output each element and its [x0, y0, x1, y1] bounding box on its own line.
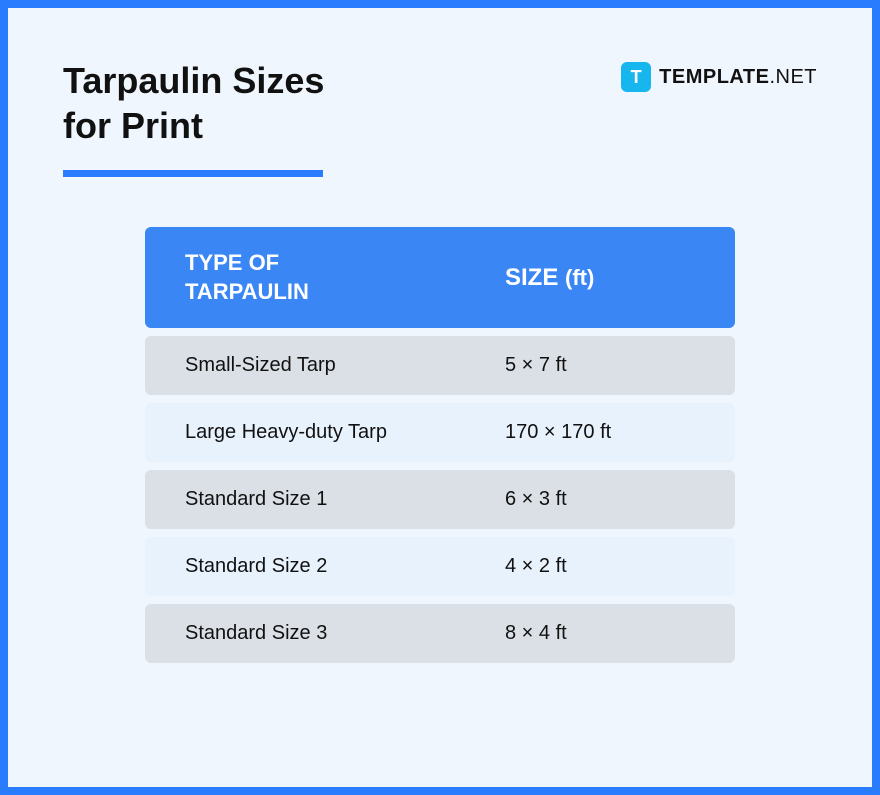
cell-type: Standard Size 1: [185, 488, 505, 511]
table-row: Small-Sized Tarp 5 × 7 ft: [145, 336, 735, 395]
brand-icon: T: [621, 62, 651, 92]
cell-type: Small-Sized Tarp: [185, 354, 505, 377]
col-header-type: TYPE OF TARPAULIN: [185, 249, 505, 306]
cell-size: 6 × 3 ft: [505, 488, 705, 511]
brand-name-light: .NET: [769, 66, 817, 88]
cell-type: Large Heavy-duty Tarp: [185, 421, 505, 444]
col-header-size: SIZE (ft): [505, 264, 705, 292]
table-row: Standard Size 1 6 × 3 ft: [145, 470, 735, 529]
table-row: Standard Size 3 8 × 4 ft: [145, 604, 735, 663]
brand-text: TEMPLATE.NET: [659, 66, 817, 89]
cell-size: 8 × 4 ft: [505, 622, 705, 645]
cell-size: 5 × 7 ft: [505, 354, 705, 377]
title-block: Tarpaulin Sizes for Print: [63, 58, 324, 177]
cell-size: 4 × 2 ft: [505, 555, 705, 578]
sizes-table: TYPE OF TARPAULIN SIZE (ft) Small-Sized …: [145, 227, 735, 663]
table-row: Large Heavy-duty Tarp 170 × 170 ft: [145, 403, 735, 462]
col-header-size-unit: (ft): [565, 265, 594, 290]
col-header-type-l2: TARPAULIN: [185, 279, 309, 304]
table-row: Standard Size 2 4 × 2 ft: [145, 537, 735, 596]
col-header-size-label: SIZE: [505, 264, 558, 291]
brand-icon-letter: T: [631, 67, 642, 88]
col-header-type-l1: TYPE OF: [185, 250, 279, 275]
title-line-2: for Print: [63, 105, 203, 146]
cell-type: Standard Size 2: [185, 555, 505, 578]
title-line-1: Tarpaulin Sizes: [63, 60, 324, 101]
title-underline: [63, 170, 323, 177]
page-title: Tarpaulin Sizes for Print: [63, 58, 324, 148]
brand-name-bold: TEMPLATE: [659, 66, 769, 88]
cell-type: Standard Size 3: [185, 622, 505, 645]
brand-logo: T TEMPLATE.NET: [621, 62, 817, 92]
cell-size: 170 × 170 ft: [505, 421, 705, 444]
table-header: TYPE OF TARPAULIN SIZE (ft): [145, 227, 735, 328]
header-row: Tarpaulin Sizes for Print T TEMPLATE.NET: [63, 58, 817, 177]
infographic-frame: Tarpaulin Sizes for Print T TEMPLATE.NET…: [0, 0, 880, 795]
